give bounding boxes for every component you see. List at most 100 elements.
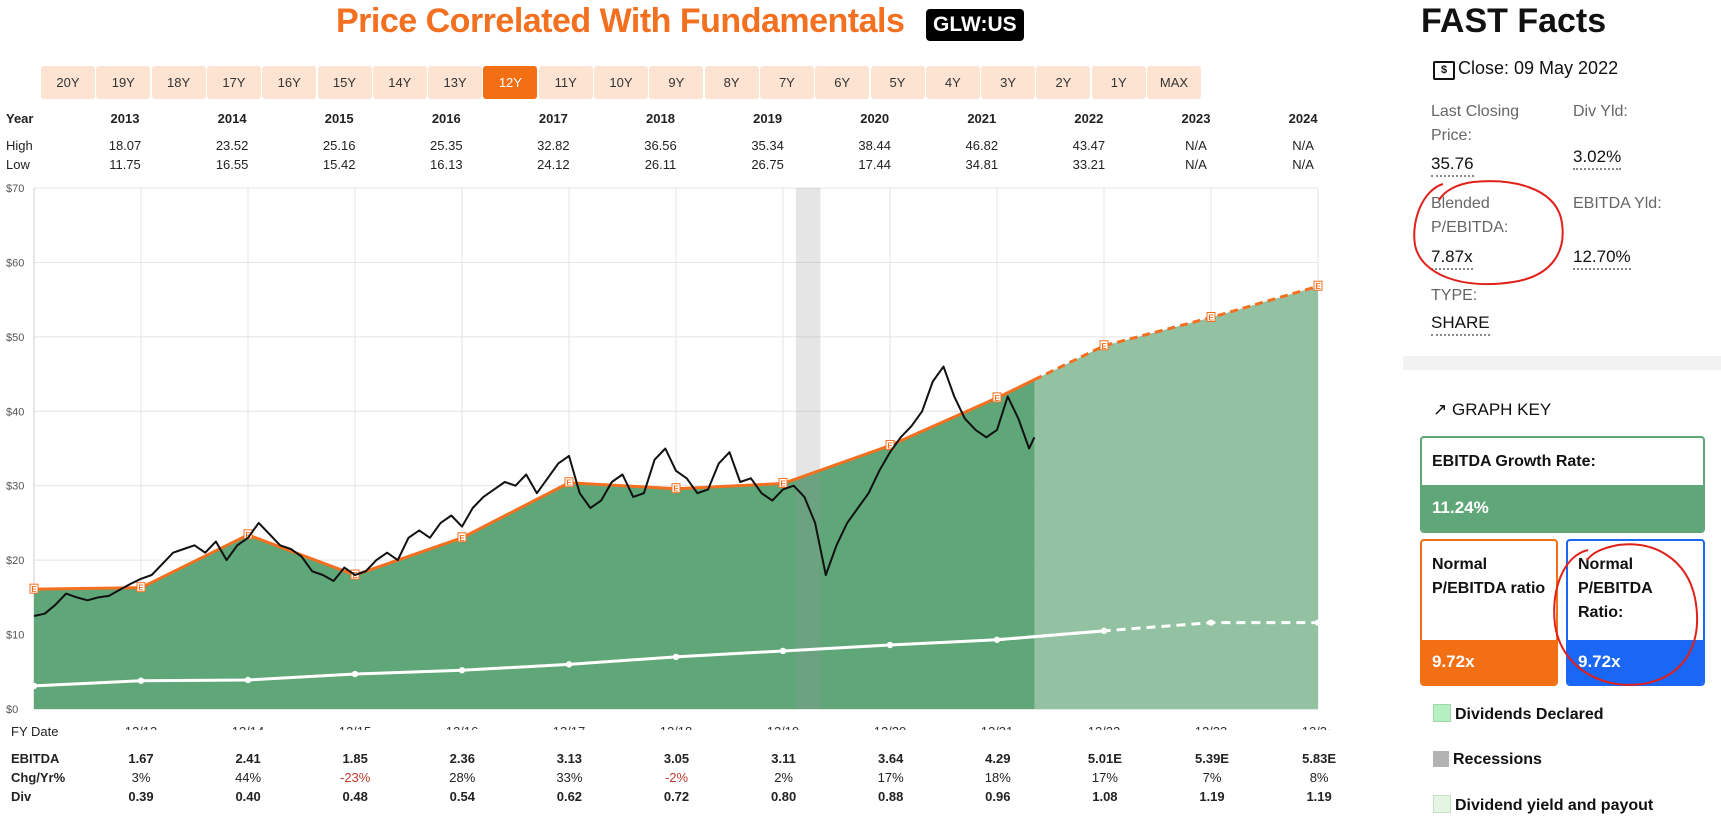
normal-point-5	[565, 661, 573, 668]
top-years-9: 2022	[1074, 111, 1104, 126]
fundamental-area	[34, 379, 1035, 709]
x-tick-11: 12/24	[1302, 724, 1330, 730]
range-button-5y[interactable]: 5Y	[870, 66, 925, 99]
range-button-18y[interactable]: 18Y	[151, 66, 206, 99]
main-panel: Price Correlated With Fundamentals GLW:U…	[6, 2, 1336, 804]
bottom-chg-5: -2%	[664, 770, 689, 785]
range-button-4y[interactable]: 4Y	[925, 66, 980, 99]
type-label: TYPE:	[1431, 287, 1478, 304]
fundamental-line-estimate	[1033, 284, 1319, 382]
side-panel: FAST Facts $ Close: 09 May 2022 Last Clos…	[1403, 0, 1721, 816]
top-low-4: 24.12	[537, 157, 570, 172]
dollar-bill-icon: $	[1433, 61, 1455, 80]
normal-point-11	[1207, 619, 1215, 626]
bottom-div-8: 0.96	[985, 789, 1011, 804]
top-low-2: 15.42	[322, 157, 356, 172]
top-years-5: 2018	[646, 111, 675, 126]
pe-value[interactable]: 7.87x	[1431, 247, 1473, 270]
range-button-10y[interactable]: 10Y	[594, 66, 648, 99]
bottom-ebitda-6: 3.11	[771, 751, 796, 766]
normal-point-10	[1100, 627, 1108, 635]
top-low-10: N/A	[1185, 157, 1207, 172]
y-tick-5: $50	[6, 332, 24, 344]
normal-ratio-label-orange: Normal P/EBITDA ratio	[1432, 556, 1546, 597]
range-button-6y[interactable]: 6Y	[815, 66, 870, 99]
top-high-0: 18.07	[108, 138, 142, 153]
normal-point-0	[30, 682, 38, 690]
bottom-chg-10: 7%	[1202, 770, 1222, 785]
estimate-area	[1034, 286, 1318, 709]
bottom-chg-6: 2%	[774, 770, 793, 785]
normal-point-7	[779, 647, 787, 655]
bottom-ebitda-2: 1.85	[342, 751, 368, 766]
range-button-7y[interactable]: 7Y	[759, 66, 814, 99]
bottom-chg-2: -23%	[340, 770, 371, 785]
e-marker-box-5	[564, 477, 574, 488]
e-marker-box-1	[136, 582, 146, 593]
legend-yield-text: Dividend yield and payout	[1455, 797, 1654, 814]
range-button-3y[interactable]: 3Y	[981, 66, 1036, 99]
bottom-div-2: 0.48	[342, 789, 368, 804]
range-button-16y[interactable]: 16Y	[262, 66, 317, 99]
bottom-div-10: 1.19	[1199, 789, 1225, 804]
bottom-ebitda-9: 5.01E	[1087, 751, 1122, 766]
y-tick-3: $30	[6, 481, 24, 493]
recession-band	[795, 188, 821, 709]
range-button-9y[interactable]: 9Y	[649, 66, 704, 99]
bottom-div-3: 0.54	[449, 789, 475, 804]
normal-point-1	[137, 677, 145, 684]
range-button-14y[interactable]: 14Y	[372, 66, 427, 99]
normal-point-6	[672, 653, 680, 661]
top-low-8: 34.81	[965, 157, 999, 172]
bottom-chg-9: 17%	[1091, 770, 1118, 785]
range-button-17y[interactable]: 17Y	[206, 66, 261, 99]
e-marker-box-7	[778, 477, 788, 488]
top-low-3: 16.13	[430, 157, 463, 172]
ey-value[interactable]: 12.70%	[1573, 247, 1631, 270]
top-years-1: 2014	[217, 111, 247, 126]
fast-facts-card: FAST Facts $ Close: 09 May 2022 Last Clos…	[1403, 0, 1721, 356]
bottom-ebitda-10: 5.39E	[1195, 751, 1229, 766]
range-button-1y[interactable]: 1Y	[1091, 66, 1146, 99]
x-tick-9: 12/22	[1088, 724, 1121, 730]
bottom-ebitda-7: 3.64	[878, 751, 904, 766]
legend-dividends: Dividends Declared	[1433, 704, 1604, 724]
bottom-div-11: 1.19	[1306, 789, 1332, 804]
range-button-11y[interactable]: 11Y	[538, 66, 593, 99]
top-low-6: 26.75	[751, 157, 784, 172]
range-button-8y[interactable]: 8Y	[704, 66, 759, 99]
bottom-div-9: 1.08	[1092, 789, 1118, 804]
bottom-ebitda-5: 3.05	[663, 751, 690, 766]
type-value[interactable]: SHARE	[1431, 313, 1490, 336]
bottom-ebitda-4: 3.13	[556, 751, 583, 766]
normal-point-3	[351, 670, 359, 678]
range-button-12y[interactable]: 12Y	[483, 66, 538, 99]
y-tick-0: $0	[6, 704, 18, 716]
range-button-max[interactable]: MAX	[1147, 66, 1201, 99]
bottom-ebitda-8: 4.29	[985, 751, 1011, 766]
page-title: Price Correlated With Fundamentals	[336, 2, 905, 40]
normal-ratio-label-blue: Normal P/EBITDA Ratio:	[1578, 556, 1653, 621]
bottom-div-4: 0.62	[556, 789, 583, 804]
y-tick-7: $70	[6, 183, 24, 195]
top-years-2: 2015	[324, 111, 354, 126]
x-tick-0: 12/13	[125, 724, 158, 730]
top-low-5: 26.11	[644, 157, 677, 172]
bottom-ebitda-1: 2.41	[235, 751, 261, 766]
range-button-13y[interactable]: 13Y	[428, 66, 483, 99]
range-button-20y[interactable]: 20Y	[41, 66, 95, 99]
last-close-value[interactable]: 35.76	[1431, 154, 1474, 177]
range-button-2y[interactable]: 2Y	[1036, 66, 1091, 99]
range-button-19y[interactable]: 19Y	[96, 66, 151, 99]
e-marker-10: E	[1101, 342, 1107, 351]
top-high-7: 38.44	[858, 138, 891, 153]
range-button-15y[interactable]: 15Y	[317, 66, 372, 99]
top-years-0: 2013	[110, 111, 140, 126]
top-years-6: 2019	[753, 111, 783, 126]
div-yld-value[interactable]: 3.02%	[1573, 147, 1622, 170]
normal-ratio-value-orange: 9.72x	[1422, 640, 1556, 684]
top-high-10: N/A	[1185, 138, 1207, 153]
top-high-2: 25.16	[322, 138, 356, 153]
x-tick-3: 12/16	[446, 724, 479, 730]
x-tick-4: 12/17	[553, 724, 586, 730]
